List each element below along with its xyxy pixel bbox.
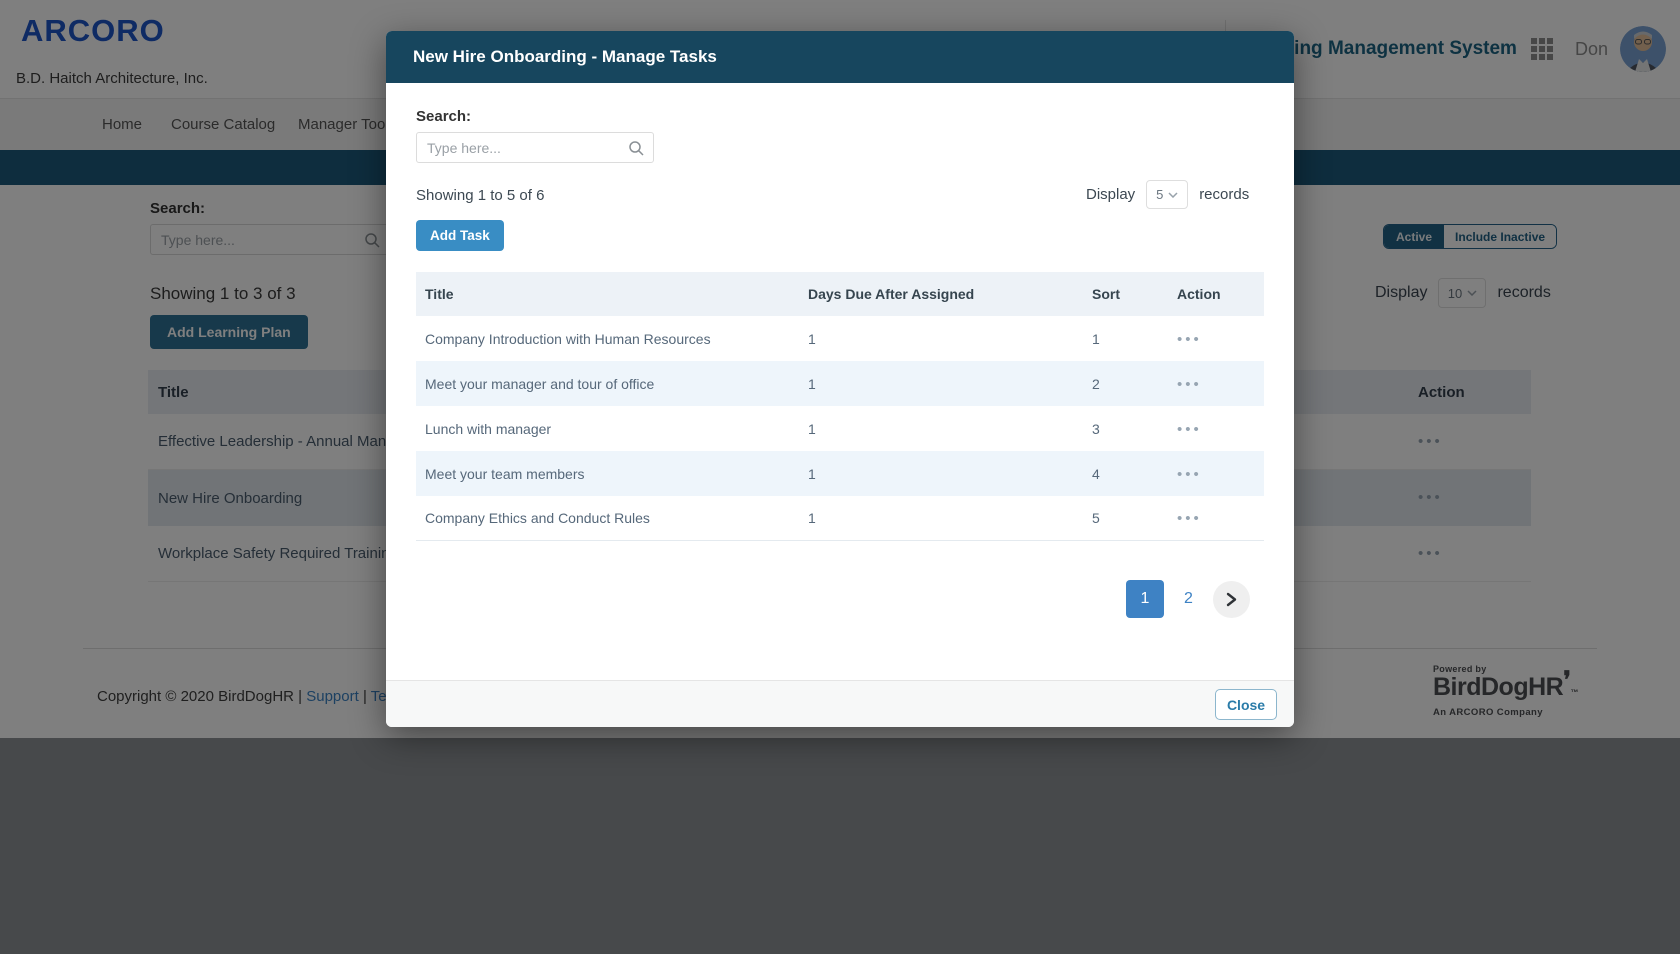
next-page-button[interactable]	[1212, 580, 1250, 618]
task-row: Company Ethics and Conduct Rules 1 5 •••	[416, 496, 1264, 541]
modal-search-label: Search:	[416, 108, 472, 125]
task-row: Meet your team members 1 4 •••	[416, 451, 1264, 496]
task-sort: 3	[1092, 420, 1100, 437]
task-row: Company Introduction with Human Resource…	[416, 316, 1264, 361]
close-button[interactable]: Close	[1215, 689, 1277, 720]
task-days-due: 1	[808, 510, 816, 526]
column-header-sort: Sort	[1092, 286, 1120, 302]
modal-header: New Hire Onboarding - Manage Tasks	[386, 31, 1294, 83]
add-task-button[interactable]: Add Task	[416, 220, 504, 251]
modal-results-count: Showing 1 to 5 of 6	[416, 187, 545, 204]
column-header-days-due: Days Due After Assigned	[808, 286, 975, 302]
row-actions-button[interactable]: •••	[1177, 330, 1202, 348]
chevron-right-icon	[1226, 592, 1237, 606]
modal-search-input[interactable]	[417, 139, 628, 156]
row-actions-button[interactable]: •••	[1177, 510, 1202, 527]
search-icon[interactable]	[628, 140, 644, 156]
tasks-table: Title Days Due After Assigned Sort Actio…	[416, 272, 1264, 541]
row-actions-button[interactable]: •••	[1177, 375, 1202, 393]
column-header-action: Action	[1177, 286, 1221, 302]
row-actions-button[interactable]: •••	[1177, 420, 1202, 438]
task-sort: 4	[1092, 465, 1100, 482]
modal-search-field-wrapper	[416, 132, 654, 163]
manage-tasks-modal: New Hire Onboarding - Manage Tasks Searc…	[386, 31, 1294, 727]
modal-page-size-select[interactable]: 5	[1146, 180, 1189, 209]
task-title[interactable]: Company Ethics and Conduct Rules	[425, 510, 650, 526]
task-title[interactable]: Meet your team members	[425, 465, 585, 482]
task-sort: 1	[1092, 330, 1100, 347]
task-title[interactable]: Company Introduction with Human Resource…	[425, 330, 711, 347]
task-days-due: 1	[808, 330, 816, 347]
tasks-table-header: Title Days Due After Assigned Sort Actio…	[416, 272, 1264, 316]
task-title[interactable]: Meet your manager and tour of office	[425, 375, 655, 392]
task-title[interactable]: Lunch with manager	[425, 420, 552, 437]
row-actions-button[interactable]: •••	[1177, 465, 1202, 483]
column-header-title: Title	[425, 286, 454, 302]
modal-page-size-value: 5	[1156, 187, 1164, 202]
chevron-down-icon	[1168, 191, 1178, 198]
page-1-button[interactable]: 1	[1126, 580, 1164, 618]
task-sort: 2	[1092, 375, 1100, 392]
modal-display-label: Display	[1086, 186, 1136, 203]
modal-title: New Hire Onboarding - Manage Tasks	[413, 47, 717, 66]
task-row: Lunch with manager 1 3 •••	[416, 406, 1264, 451]
modal-records-label: records	[1199, 186, 1250, 203]
task-days-due: 1	[808, 465, 816, 482]
modal-footer: Close	[386, 680, 1294, 727]
task-sort: 5	[1092, 510, 1100, 526]
page-2-button[interactable]: 2	[1184, 590, 1193, 607]
task-row: Meet your manager and tour of office 1 2…	[416, 361, 1264, 406]
task-days-due: 1	[808, 420, 816, 437]
pagination: 1 2	[1126, 580, 1250, 618]
task-days-due: 1	[808, 375, 816, 392]
